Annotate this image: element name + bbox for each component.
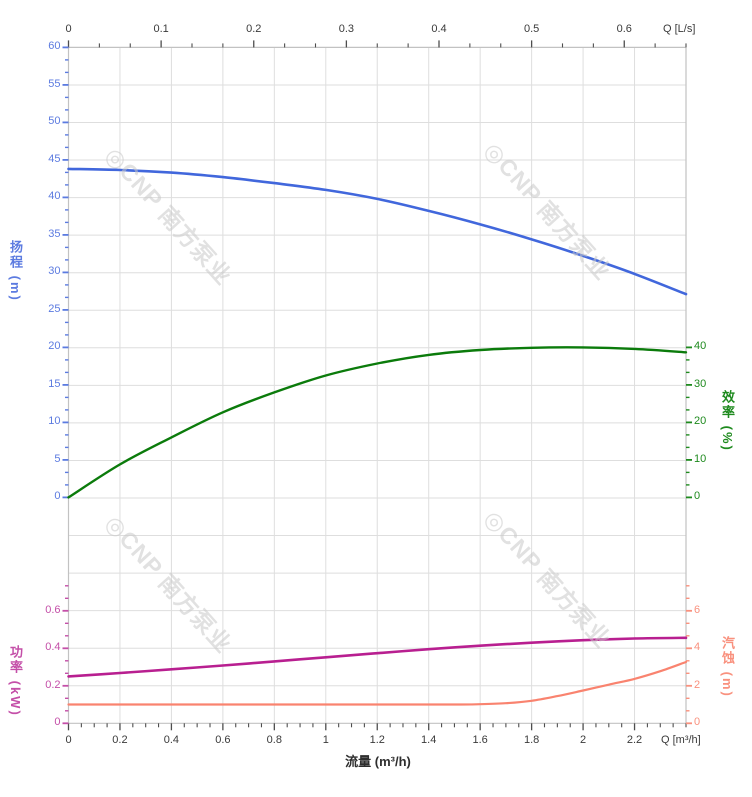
power-curve (67, 636, 688, 678)
npsh-axis-tick-label: 0 (694, 716, 701, 729)
bottom-axis-tick-label: 1.4 (421, 734, 437, 746)
power-axis-title: 功率 (kW) (8, 645, 23, 717)
bottom-axis-tick-label: 1 (322, 734, 329, 746)
power-axis-tick-label: 0 (54, 716, 61, 729)
efficiency-axis-title: 效率 (%) (720, 390, 735, 452)
efficiency-axis-tick-label: 0 (694, 490, 701, 503)
bottom-axis-tick-label: 1.8 (523, 734, 540, 746)
head-curve (67, 167, 688, 296)
bottom-axis-tick-label: 2 (580, 734, 587, 746)
head-axis-tick-label: 60 (48, 40, 61, 53)
top-axis-tick-label: 0 (65, 23, 72, 35)
npsh-axis-tick-label: 4 (694, 641, 701, 654)
head-axis-tick-label: 25 (48, 302, 61, 315)
head-axis-tick-label: 35 (48, 227, 61, 240)
npsh-axis-tick-label: 2 (694, 678, 701, 691)
top-axis-tick-label: 0.3 (338, 23, 355, 35)
head-axis-title: 扬程 (m) (8, 240, 23, 302)
efficiency-axis-tick-label: 30 (694, 377, 707, 390)
bottom-axis-tick-label: 0.2 (112, 734, 128, 746)
efficiency-axis-tick-label: 20 (694, 415, 707, 428)
head-axis-tick-label: 55 (48, 77, 61, 90)
npsh-axis-tick-label: 6 (694, 603, 701, 616)
head-axis-tick-label: 50 (48, 115, 61, 128)
power-axis-tick-label: 0.4 (45, 641, 61, 654)
bottom-axis-tick-label: 0.8 (266, 734, 282, 746)
bottom-axis-tick-label: 0.4 (163, 734, 180, 746)
head-axis-tick-label: 30 (48, 265, 61, 278)
head-axis-tick-label: 20 (48, 340, 61, 353)
head-axis-tick-label: 45 (48, 152, 61, 165)
bottom-axis-tick-label: 1.2 (369, 734, 385, 746)
x-axis-title: 流量 (m³/h) (345, 754, 411, 769)
bottom-axis-tick-label: 0 (65, 734, 72, 746)
head-axis-tick-label: 15 (48, 377, 61, 390)
bottom-axis-tick-label: 2.2 (626, 734, 643, 746)
head-axis-tick-label: 0 (54, 490, 61, 503)
head-axis-tick-label: 10 (48, 415, 61, 428)
top-axis-tick-label: 0.4 (431, 23, 447, 35)
efficiency-axis-tick-label: 40 (694, 340, 707, 353)
top-axis-tick-label: 0.2 (246, 23, 262, 35)
npsh-axis-title: 汽蚀 (m) (720, 636, 735, 698)
efficiency-axis-tick-label: 10 (694, 452, 707, 465)
top-axis-tick-label: 0.5 (523, 23, 540, 35)
top-axis-unit-label: Q [L/s] (663, 23, 696, 35)
npsh-curve (67, 660, 688, 706)
efficiency-curve (67, 346, 688, 499)
bottom-axis-tick-label: 1.6 (472, 734, 488, 746)
power-axis-tick-label: 0.2 (45, 678, 61, 691)
head-axis-tick-label: 5 (54, 452, 61, 465)
bottom-axis-tick-label: 0.6 (215, 734, 231, 746)
bottom-axis-unit-label: Q [m³/h] (661, 734, 701, 746)
power-axis-tick-label: 0.6 (45, 603, 61, 616)
head-axis-tick-label: 40 (48, 190, 61, 203)
top-axis-tick-label: 0.1 (153, 23, 169, 35)
top-axis-tick-label: 0.6 (616, 23, 632, 35)
